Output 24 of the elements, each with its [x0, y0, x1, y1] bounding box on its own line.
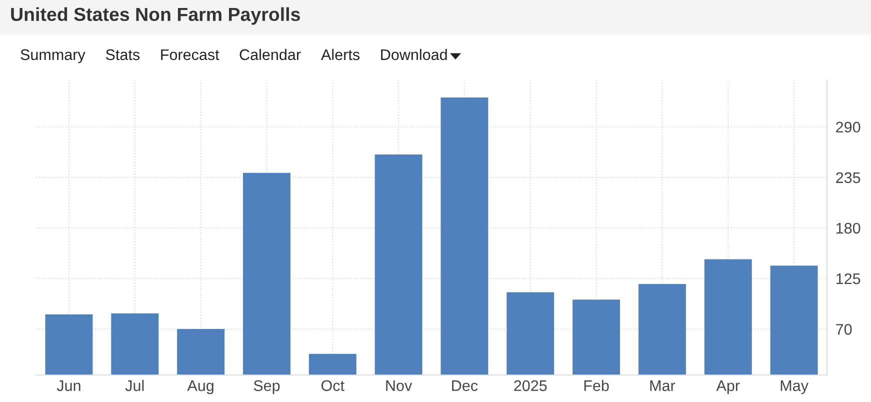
x-tick-label: Jun	[56, 380, 80, 392]
x-tick-label: Sep	[254, 380, 280, 394]
y-tick-label: 70	[836, 324, 852, 335]
x-tick-label: Aug	[187, 380, 214, 394]
x-tick-label: Mar	[650, 380, 676, 392]
text: Summary	[20, 49, 86, 64]
x-tick-label: May	[780, 380, 808, 394]
x-tick-label: Apr	[716, 380, 740, 394]
text: Alerts	[321, 48, 360, 60]
x-tick-label: Nov	[386, 380, 412, 392]
y-tick-label: 290	[836, 122, 860, 133]
x-tick-label: Dec	[452, 380, 478, 392]
x-tick-label: Oct	[321, 380, 344, 392]
text: Forecast	[161, 49, 220, 60]
x-tick-label: Feb	[584, 380, 609, 392]
x-tick-label: 2025	[514, 380, 547, 392]
x-tick-label: Jul	[125, 380, 144, 392]
chart-title: United States Non Farm Payrolls	[11, 7, 300, 25]
text: Stats	[106, 49, 140, 60]
y-tick-label: 180	[836, 222, 860, 234]
text: Calendar	[240, 48, 301, 60]
text: Download	[381, 48, 447, 60]
y-tick-label: 235	[836, 172, 860, 184]
y-tick-label: 125	[836, 273, 860, 284]
